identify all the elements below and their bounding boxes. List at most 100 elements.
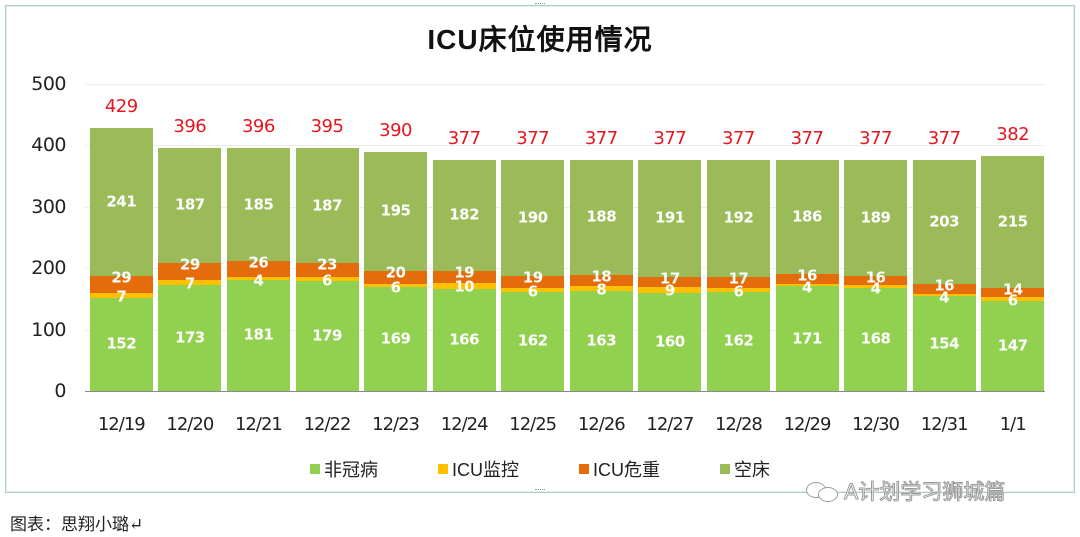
bar-segment[interactable] [501, 291, 565, 391]
bar-segment[interactable] [569, 286, 633, 291]
data-label: 14 [1002, 280, 1023, 299]
bar-segment[interactable] [638, 287, 702, 293]
bar-segment[interactable] [432, 282, 496, 290]
bar-segment[interactable] [364, 283, 428, 288]
bar-segment[interactable] [89, 297, 153, 391]
bar-segment[interactable] [226, 261, 290, 278]
data-label: 187 [174, 195, 205, 214]
bar-12/23[interactable]: 169 6 20 195 [364, 84, 428, 391]
bar-segment[interactable] [501, 287, 565, 292]
bar-12/25[interactable]: 162 6 19 190 [501, 84, 565, 391]
bar-12/30[interactable]: 168 4 16 189 [844, 84, 908, 391]
bar-segment[interactable] [844, 285, 908, 288]
bar-segment[interactable] [501, 276, 565, 288]
bar-segment[interactable] [569, 159, 633, 275]
bar-segment[interactable] [569, 290, 633, 391]
bar-12/20[interactable]: 173 7 29 187 [158, 84, 222, 391]
data-label: 29 [179, 255, 200, 274]
bar-segment[interactable] [844, 275, 908, 286]
bar-segment[interactable] [432, 289, 496, 391]
bar-1/1[interactable]: 147 6 14 215 [981, 84, 1045, 391]
bar-12/26[interactable]: 163 8 18 188 [569, 84, 633, 391]
bar-segment[interactable] [981, 288, 1045, 298]
bar-segment[interactable] [501, 159, 565, 277]
bar-12/22[interactable]: 179 6 23 187 [295, 84, 359, 391]
bar-12/27[interactable]: 160 9 17 191 [638, 84, 702, 391]
data-label: 182 [449, 205, 480, 224]
bar-segment[interactable] [638, 292, 702, 391]
data-label: 190 [517, 208, 548, 227]
bar-segment[interactable] [432, 271, 496, 283]
gridline [85, 145, 1045, 147]
resize-handle-bottom[interactable] [535, 489, 545, 493]
data-label: 10 [454, 277, 475, 296]
bar-segment[interactable] [775, 283, 839, 287]
bar-segment[interactable] [981, 297, 1045, 301]
x-tick-label: 12/30 [852, 414, 900, 435]
total-label: 377 [584, 127, 618, 149]
bar-segment[interactable] [706, 291, 770, 391]
bar-segment[interactable] [638, 159, 702, 277]
bar-segment[interactable] [912, 159, 976, 285]
bar-segment[interactable] [295, 148, 359, 264]
bar-segment[interactable] [569, 274, 633, 287]
bar-segment[interactable] [775, 286, 839, 391]
data-label: 4 [939, 288, 950, 307]
x-axis-line [85, 391, 1045, 392]
bar-segment[interactable] [226, 147, 290, 262]
bar-segment[interactable] [295, 263, 359, 278]
bar-segment[interactable] [981, 156, 1045, 289]
bar-segment[interactable] [364, 287, 428, 391]
data-label: 163 [586, 331, 617, 350]
data-label: 147 [997, 336, 1028, 355]
bar-segment[interactable] [638, 276, 702, 288]
data-label: 195 [380, 201, 411, 220]
bar-segment[interactable] [226, 277, 290, 280]
data-label: 181 [243, 325, 274, 344]
bar-segment[interactable] [432, 159, 496, 272]
gridline [85, 206, 1045, 208]
data-label: 162 [517, 331, 548, 350]
bar-segment[interactable] [775, 159, 839, 274]
bar-segment[interactable] [364, 271, 428, 284]
bar-segment[interactable] [706, 277, 770, 288]
data-label: 16 [797, 266, 817, 285]
bar-segment[interactable] [89, 293, 153, 298]
bar-segment[interactable] [226, 279, 290, 391]
bar-12/29[interactable]: 171 4 16 186 [775, 84, 839, 391]
legend-swatch-icon [720, 464, 730, 474]
data-label: 154 [929, 334, 960, 353]
bar-12/21[interactable]: 181 4 26 185 [226, 84, 290, 391]
data-label: 241 [106, 192, 137, 211]
bar-segment[interactable] [158, 284, 222, 391]
bar-segment[interactable] [775, 273, 839, 284]
legend-item[interactable]: ICU危重 [579, 456, 660, 482]
total-label: 377 [721, 127, 755, 149]
bar-segment[interactable] [158, 262, 222, 281]
resize-handle-top[interactable] [535, 3, 545, 7]
data-label: 26 [248, 253, 269, 272]
bar-segment[interactable] [912, 296, 976, 391]
bar-segment[interactable] [295, 281, 359, 391]
bar-segment[interactable] [706, 159, 770, 278]
total-label: 377 [516, 127, 550, 149]
bar-segment[interactable] [912, 294, 976, 297]
bar-segment[interactable] [295, 277, 359, 282]
bar-segment[interactable] [844, 159, 908, 276]
bar-segment[interactable] [981, 300, 1045, 391]
bar-12/31[interactable]: 154 4 16 203 [912, 84, 976, 391]
bar-segment[interactable] [89, 275, 153, 294]
bar-segment[interactable] [158, 147, 222, 263]
bar-12/19[interactable]: 152 7 29 241 [89, 84, 153, 391]
bar-12/28[interactable]: 162 6 17 192 [706, 84, 770, 391]
bar-segment[interactable] [364, 151, 428, 272]
bar-segment[interactable] [158, 280, 222, 285]
bar-segment[interactable] [706, 287, 770, 292]
legend-item[interactable]: 空床 [720, 456, 770, 482]
bar-12/24[interactable]: 166 10 19 182 [432, 84, 496, 391]
legend-item[interactable]: ICU监控 [438, 456, 519, 482]
legend-item[interactable]: 非冠病 [310, 456, 378, 482]
bar-segment[interactable] [844, 287, 908, 391]
bar-segment[interactable] [912, 284, 976, 294]
bar-segment[interactable] [89, 127, 153, 276]
